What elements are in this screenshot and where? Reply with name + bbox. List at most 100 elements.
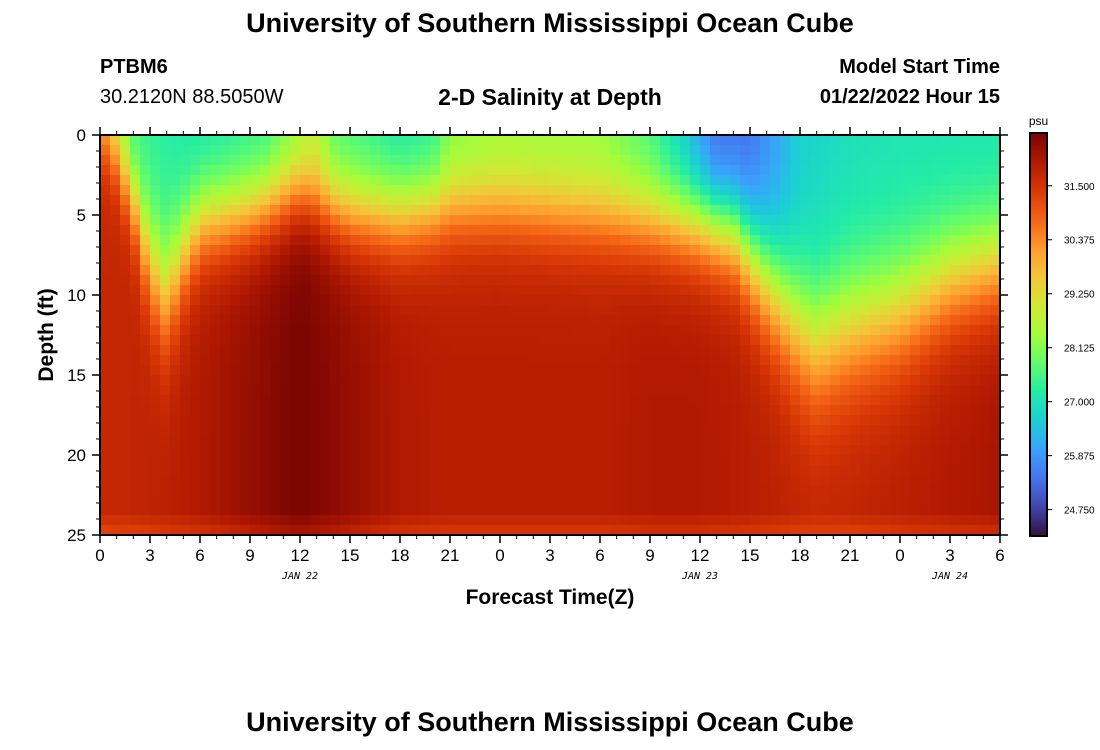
heatmap-cell xyxy=(480,505,491,516)
heatmap-cell xyxy=(210,455,221,466)
heatmap-cell xyxy=(900,445,911,456)
heatmap-cell xyxy=(960,195,971,206)
heatmap-cell xyxy=(790,385,801,396)
heatmap-cell xyxy=(590,285,601,296)
heatmap-cell xyxy=(760,175,771,186)
heatmap-cell xyxy=(450,295,461,306)
heatmap-cell xyxy=(170,315,181,326)
heatmap-cell xyxy=(860,405,871,416)
heatmap-cell xyxy=(750,205,761,216)
heatmap-cell xyxy=(800,485,811,496)
heatmap-cell xyxy=(210,385,221,396)
heatmap-cell xyxy=(690,495,701,506)
heatmap-cell xyxy=(570,175,581,186)
heatmap-cell xyxy=(590,255,601,266)
heatmap-cell xyxy=(620,405,631,416)
heatmap-cell xyxy=(900,395,911,406)
heatmap-cell xyxy=(730,335,741,346)
heatmap-cell xyxy=(370,285,381,296)
heatmap-cell xyxy=(840,295,851,306)
heatmap-cell xyxy=(560,315,571,326)
heatmap-cell xyxy=(400,365,411,376)
heatmap-cell xyxy=(910,515,921,526)
heatmap-cell xyxy=(820,155,831,166)
heatmap-cell xyxy=(120,265,131,276)
heatmap-cell xyxy=(420,255,431,266)
heatmap-cell xyxy=(440,485,451,496)
heatmap-cell xyxy=(210,465,221,476)
heatmap-cell xyxy=(700,335,711,346)
heatmap-cell xyxy=(430,495,441,506)
heatmap-cell xyxy=(340,235,351,246)
heatmap-cell xyxy=(860,435,871,446)
heatmap-cell xyxy=(790,335,801,346)
heatmap-cell xyxy=(560,385,571,396)
heatmap-cell xyxy=(640,225,651,236)
heatmap-cell xyxy=(640,385,651,396)
heatmap-cell xyxy=(890,235,901,246)
heatmap-cell xyxy=(140,295,151,306)
heatmap-cell xyxy=(250,425,261,436)
heatmap-cell xyxy=(600,345,611,356)
heatmap-cell xyxy=(270,345,281,356)
heatmap-cell xyxy=(600,385,611,396)
heatmap-cell xyxy=(170,225,181,236)
heatmap-cell xyxy=(980,145,991,156)
heatmap-cell xyxy=(650,385,661,396)
heatmap-cell xyxy=(780,215,791,226)
heatmap-cell xyxy=(400,325,411,336)
heatmap-cell xyxy=(110,455,121,466)
heatmap-cell xyxy=(950,225,961,236)
heatmap-cell xyxy=(630,245,641,256)
heatmap-cell xyxy=(840,235,851,246)
heatmap-cell xyxy=(440,405,451,416)
heatmap-cell xyxy=(270,215,281,226)
heatmap-cell xyxy=(650,225,661,236)
heatmap-cell xyxy=(360,305,371,316)
heatmap-cell xyxy=(390,235,401,246)
heatmap-cell xyxy=(840,315,851,326)
heatmap-cell xyxy=(300,485,311,496)
heatmap-cell xyxy=(830,305,841,316)
heatmap-cell xyxy=(250,265,261,276)
heatmap-cell xyxy=(480,485,491,496)
heatmap-cell xyxy=(810,175,821,186)
heatmap-cell xyxy=(180,275,191,286)
heatmap-cell xyxy=(200,325,211,336)
heatmap-cell xyxy=(870,265,881,276)
heatmap-cell xyxy=(920,145,931,156)
heatmap-cell xyxy=(670,445,681,456)
heatmap-cell xyxy=(770,315,781,326)
heatmap-cell xyxy=(190,295,201,306)
heatmap-cell xyxy=(780,385,791,396)
heatmap-cell xyxy=(920,305,931,316)
heatmap-cell xyxy=(340,135,351,146)
heatmap-cell xyxy=(170,175,181,186)
heatmap-cell xyxy=(290,405,301,416)
heatmap-cell xyxy=(870,395,881,406)
heatmap-cell xyxy=(260,295,271,306)
heatmap-cell xyxy=(600,415,611,426)
heatmap-cell xyxy=(140,395,151,406)
heatmap-cell xyxy=(700,525,711,536)
heatmap-cell xyxy=(990,425,1001,436)
heatmap-cell xyxy=(210,305,221,316)
heatmap-cell xyxy=(320,485,331,496)
heatmap-cell xyxy=(810,475,821,486)
heatmap-cell xyxy=(640,395,651,406)
heatmap-cell xyxy=(810,165,821,176)
heatmap-cell xyxy=(170,395,181,406)
heatmap-cell xyxy=(990,385,1001,396)
heatmap-cell xyxy=(620,375,631,386)
heatmap-cell xyxy=(860,135,871,146)
x-tick-label: 3 xyxy=(545,546,554,565)
heatmap-cell xyxy=(840,405,851,416)
heatmap-cell xyxy=(980,155,991,166)
heatmap-cell xyxy=(540,345,551,356)
heatmap-cell xyxy=(690,325,701,336)
heatmap-cell xyxy=(170,465,181,476)
heatmap-cell xyxy=(540,315,551,326)
heatmap-cell xyxy=(350,335,361,346)
heatmap-cell xyxy=(580,525,591,536)
heatmap-cell xyxy=(920,225,931,236)
